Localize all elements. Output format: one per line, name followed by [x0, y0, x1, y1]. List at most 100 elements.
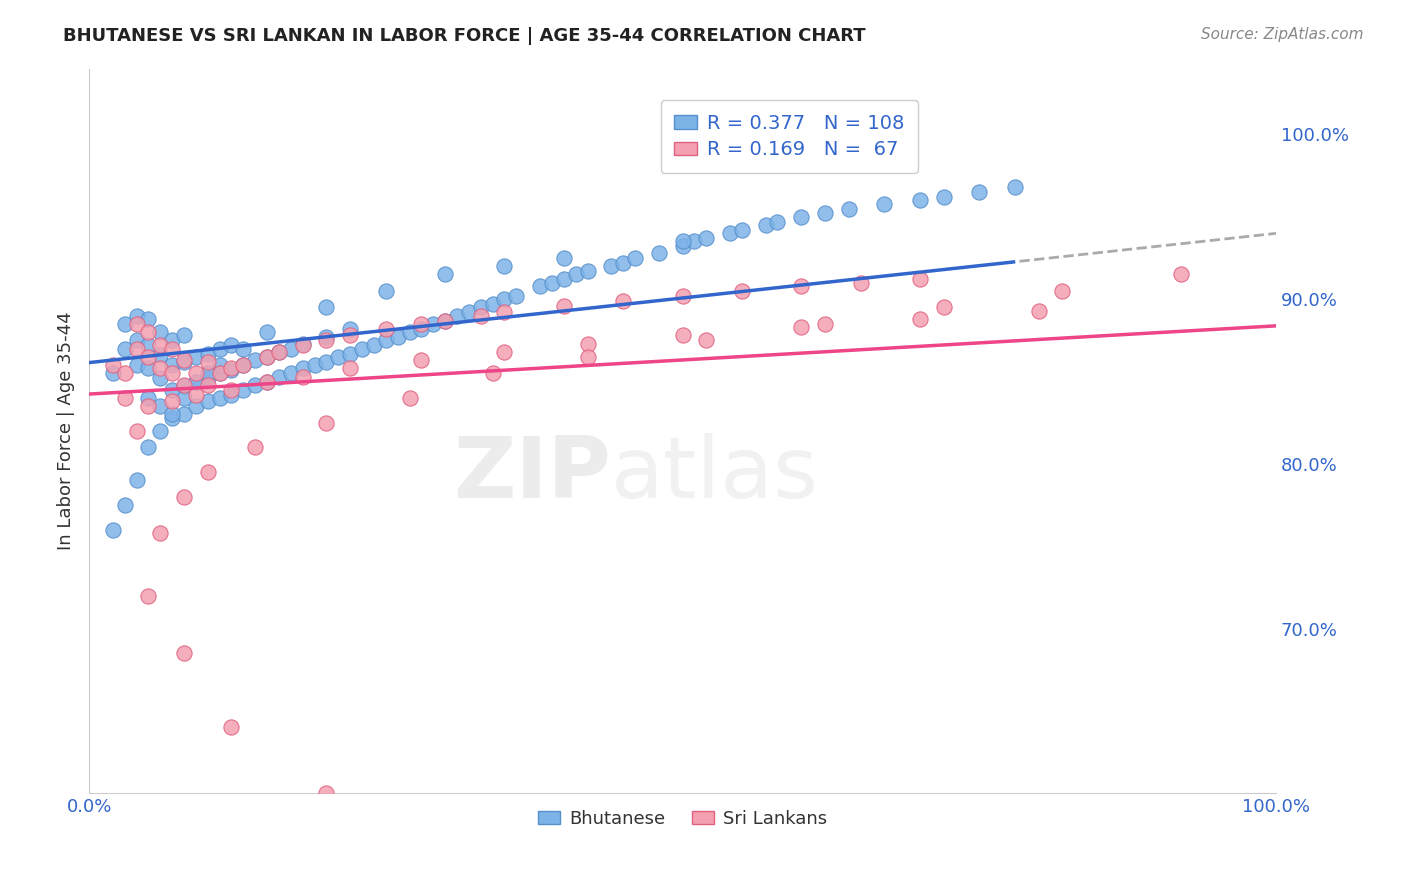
Point — [125, 474, 148, 488]
Point — [291, 369, 314, 384]
Point — [374, 334, 396, 348]
Point — [160, 334, 183, 348]
Point — [160, 394, 183, 409]
Point — [160, 366, 183, 380]
Point — [256, 325, 278, 339]
Point — [315, 786, 337, 800]
Point — [114, 391, 136, 405]
Point — [470, 301, 492, 315]
Point — [731, 284, 754, 298]
Point — [600, 259, 623, 273]
Y-axis label: In Labor Force | Age 35-44: In Labor Force | Age 35-44 — [58, 311, 75, 550]
Legend: Bhutanese, Sri Lankans: Bhutanese, Sri Lankans — [531, 803, 834, 835]
Point — [718, 226, 741, 240]
Point — [671, 235, 693, 249]
Point — [173, 379, 195, 393]
Point — [197, 377, 219, 392]
Point — [280, 342, 302, 356]
Point — [695, 231, 717, 245]
Point — [648, 246, 671, 260]
Point — [576, 336, 599, 351]
Point — [256, 375, 278, 389]
Point — [505, 289, 527, 303]
Point — [339, 346, 361, 360]
Text: BHUTANESE VS SRI LANKAN IN LABOR FORCE | AGE 35-44 CORRELATION CHART: BHUTANESE VS SRI LANKAN IN LABOR FORCE |… — [63, 27, 866, 45]
Point — [576, 264, 599, 278]
Point — [434, 313, 457, 327]
Point — [208, 358, 231, 372]
Point — [184, 375, 207, 389]
Point — [267, 369, 290, 384]
Point — [339, 328, 361, 343]
Point — [221, 361, 243, 376]
Point — [221, 721, 243, 735]
Point — [208, 366, 231, 380]
Point — [494, 259, 516, 273]
Point — [245, 441, 267, 455]
Point — [553, 251, 575, 265]
Point — [173, 391, 195, 405]
Point — [197, 394, 219, 409]
Point — [849, 276, 872, 290]
Point — [125, 309, 148, 323]
Point — [138, 361, 160, 376]
Point — [114, 498, 136, 512]
Point — [541, 276, 564, 290]
Point — [267, 344, 290, 359]
Point — [1052, 284, 1074, 298]
Point — [197, 371, 219, 385]
Point — [315, 416, 337, 430]
Point — [1004, 180, 1026, 194]
Point — [411, 353, 433, 368]
Point — [315, 301, 337, 315]
Point — [814, 206, 837, 220]
Point — [291, 361, 314, 376]
Point — [434, 268, 457, 282]
Point — [149, 348, 172, 362]
Point — [553, 299, 575, 313]
Point — [766, 215, 789, 229]
Point — [160, 358, 183, 372]
Point — [411, 322, 433, 336]
Point — [149, 338, 172, 352]
Point — [564, 268, 586, 282]
Point — [138, 589, 160, 603]
Point — [125, 358, 148, 372]
Point — [576, 350, 599, 364]
Point — [173, 408, 195, 422]
Point — [149, 424, 172, 438]
Point — [173, 355, 195, 369]
Point — [245, 353, 267, 368]
Point — [328, 350, 350, 364]
Point — [1028, 303, 1050, 318]
Point — [160, 410, 183, 425]
Point — [280, 366, 302, 380]
Point — [481, 366, 503, 380]
Point — [731, 223, 754, 237]
Point — [814, 317, 837, 331]
Point — [232, 358, 254, 372]
Point — [671, 328, 693, 343]
Point — [184, 399, 207, 413]
Point — [494, 305, 516, 319]
Point — [755, 218, 778, 232]
Point — [173, 353, 195, 368]
Point — [339, 361, 361, 376]
Point — [138, 441, 160, 455]
Point — [315, 334, 337, 348]
Point — [114, 366, 136, 380]
Point — [173, 328, 195, 343]
Point — [184, 350, 207, 364]
Point — [387, 330, 409, 344]
Point — [422, 317, 444, 331]
Point — [434, 313, 457, 327]
Point — [256, 350, 278, 364]
Point — [232, 342, 254, 356]
Point — [291, 336, 314, 351]
Point — [683, 235, 706, 249]
Point — [197, 346, 219, 360]
Point — [184, 375, 207, 389]
Point — [232, 358, 254, 372]
Point — [101, 523, 124, 537]
Point — [790, 279, 813, 293]
